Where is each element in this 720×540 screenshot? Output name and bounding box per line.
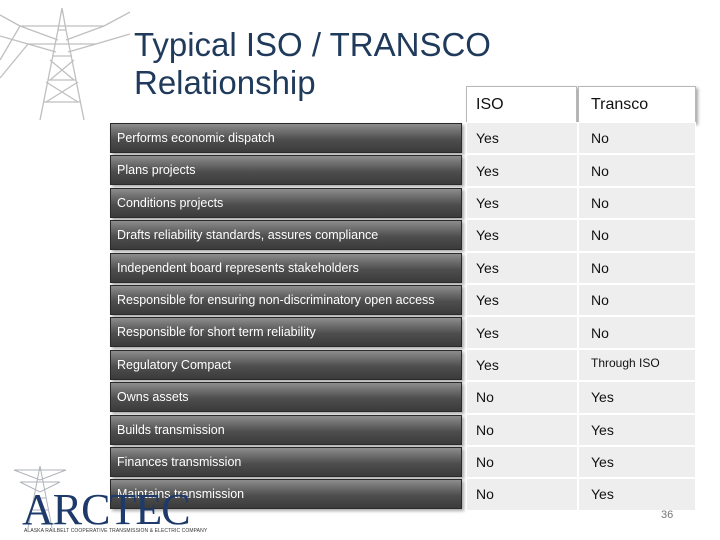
iso-value: Yes (466, 154, 578, 187)
transco-value: No (578, 122, 696, 155)
iso-value: Yes (466, 122, 578, 155)
power-tower-graphic (0, 7, 130, 120)
iso-value: Yes (466, 186, 578, 220)
iso-value: No (466, 413, 578, 446)
transco-value: Yes (578, 413, 696, 446)
comparison-table: Performs economic dispatch Yes No Plans … (110, 122, 698, 511)
row-label: Maintains transmission (110, 479, 462, 510)
transco-value: Yes (578, 478, 696, 511)
row-label: Independent board represents stakeholder… (110, 252, 462, 283)
row-label: Finances transmission (110, 446, 462, 477)
transco-value: No (578, 251, 696, 284)
transco-value: No (578, 219, 696, 252)
column-header-iso: ISO (466, 86, 577, 123)
transco-value: Yes (578, 445, 696, 479)
transco-value: No (578, 186, 696, 220)
slide-title-line-1: Typical ISO / TRANSCO (134, 26, 491, 63)
row-label: Drafts reliability standards, assures co… (110, 220, 462, 251)
table-row: Conditions projects Yes No (110, 186, 698, 220)
row-label: Conditions projects (110, 187, 462, 218)
transco-value: Yes (578, 381, 696, 414)
row-label: Builds transmission (110, 414, 462, 445)
iso-value: Yes (466, 219, 578, 252)
table-row: Drafts reliability standards, assures co… (110, 219, 698, 252)
iso-value: Yes (466, 348, 578, 382)
row-label: Owns assets (110, 382, 462, 413)
iso-value: Yes (466, 316, 578, 349)
transco-value: Through ISO (578, 348, 696, 382)
iso-value: No (466, 445, 578, 479)
transco-value: No (578, 316, 696, 349)
table-row: Owns assets No Yes (110, 381, 698, 414)
table-row: Responsible for short term reliability Y… (110, 316, 698, 349)
slide-title: Typical ISO / TRANSCO Relationship (134, 26, 491, 102)
row-label: Responsible for short term reliability (110, 317, 462, 348)
table-row: Independent board represents stakeholder… (110, 251, 698, 284)
iso-value: No (466, 478, 578, 511)
iso-value: Yes (466, 251, 578, 284)
iso-value: No (466, 381, 578, 414)
table-row: Plans projects Yes No (110, 154, 698, 187)
svg-text:ARCTEC: ARCTEC (22, 485, 190, 534)
row-label: Regulatory Compact (110, 349, 462, 380)
table-row: Responsible for ensuring non-discriminat… (110, 283, 698, 317)
table-row: Maintains transmission No Yes (110, 478, 698, 511)
iso-value: Yes (466, 283, 578, 317)
transco-value: No (578, 283, 696, 317)
row-label: Plans projects (110, 155, 462, 186)
column-header-transco: Transco (578, 86, 696, 123)
table-row: Regulatory Compact Yes Through ISO (110, 348, 698, 382)
arctec-logo: ARCTEC (13, 465, 191, 534)
slide-title-line-2: Relationship (134, 64, 316, 101)
logo-tagline: ALASKA RAILBELT COOPERATIVE TRANSMISSION… (24, 528, 208, 534)
page-number: 36 (661, 509, 674, 521)
row-label: Responsible for ensuring non-discriminat… (110, 284, 462, 315)
table-row: Performs economic dispatch Yes No (110, 122, 698, 155)
table-row: Builds transmission No Yes (110, 413, 698, 446)
row-label: Performs economic dispatch (110, 123, 462, 153)
table-row: Finances transmission No Yes (110, 445, 698, 479)
transco-value: No (578, 154, 696, 187)
